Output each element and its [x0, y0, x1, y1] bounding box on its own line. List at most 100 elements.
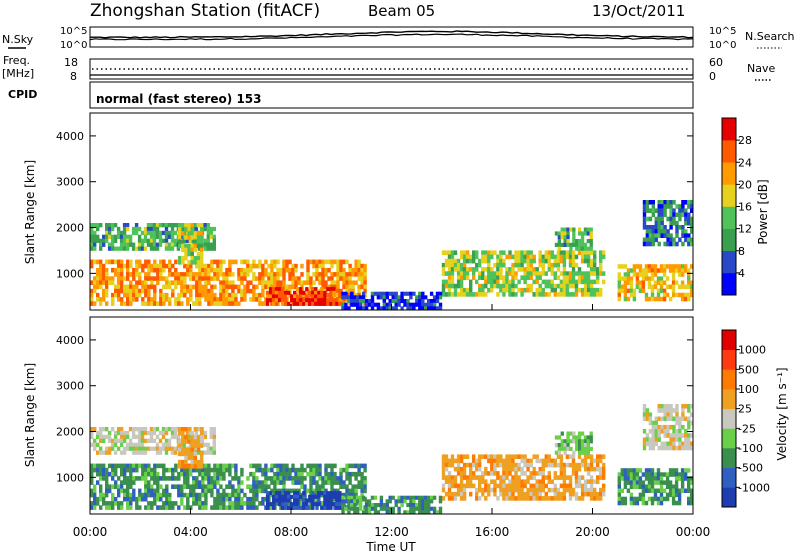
velocity-cell-0: [339, 484, 343, 489]
velocity-cell-3: [284, 498, 288, 503]
power-cell-1: [116, 226, 121, 232]
velocity-cell-8: [388, 506, 392, 511]
power-cell-5: [572, 227, 576, 232]
power-cell-0: [165, 263, 169, 269]
velocity-cell-4: [571, 471, 576, 476]
power-cell-0: [222, 272, 226, 277]
power-cell-0: [117, 292, 121, 298]
velocity-cell-6: [623, 472, 628, 477]
velocity-cell-6: [641, 500, 646, 506]
power-cell-4: [517, 250, 521, 255]
power-cell-7: [672, 208, 676, 213]
velocity-cell-7: [663, 445, 667, 451]
velocity-cell-4: [574, 475, 579, 480]
velocity-cell-8: [421, 510, 425, 515]
velocity-cell-5: [560, 439, 564, 444]
power-cell-4: [547, 292, 551, 297]
power-cell-0: [147, 276, 151, 281]
velocity-cell-4: [532, 475, 536, 480]
power-cell-0: [99, 272, 103, 277]
power-cell-1: [128, 234, 133, 239]
velocity-cell-0: [111, 496, 115, 502]
power-colorbar-segment-6: [722, 140, 736, 163]
power-cell-7: [690, 200, 694, 205]
velocity-cell-4: [502, 475, 506, 480]
velocity-cell-3: [305, 502, 309, 507]
velocity-cell-4: [586, 471, 591, 476]
power-cell-2: [187, 243, 191, 249]
velocity-cell-0: [363, 488, 367, 494]
velocity-cell-0: [309, 463, 313, 469]
velocity-cell-0: [114, 480, 118, 485]
velocity-cell-0: [156, 476, 160, 481]
velocity-cell-7: [675, 404, 679, 409]
velocity-cell-6: [671, 488, 676, 493]
power-cell-0: [324, 272, 328, 277]
velocity-cell-0: [153, 467, 157, 473]
power-cell-3: [271, 290, 276, 295]
velocity-cell-4: [556, 487, 561, 493]
power-cell-7: [651, 233, 655, 238]
velocity-cell-0: [228, 501, 232, 506]
power-cell-6: [623, 292, 628, 298]
power-cell-4: [565, 287, 570, 293]
velocity-cell-8: [415, 503, 419, 508]
power-cell-7: [672, 200, 676, 205]
velocity-cell-7: [642, 441, 647, 447]
power-cell-7: [660, 225, 664, 230]
power-cell-4: [550, 279, 554, 285]
velocity-cell-0: [144, 467, 148, 473]
velocity-cell-7: [669, 433, 673, 438]
velocity-cell-4: [469, 475, 473, 480]
velocity-cell-0: [294, 480, 298, 485]
power-cell-0: [111, 259, 115, 265]
power-cell-0: [153, 292, 157, 298]
velocity-cell-4: [547, 454, 551, 459]
velocity-cell-1: [99, 438, 103, 443]
power-cell-0: [210, 301, 214, 306]
power-cell-0: [183, 272, 187, 277]
velocity-cell-8: [382, 503, 386, 508]
velocity-cell-0: [165, 467, 169, 473]
power-cell-0: [213, 297, 217, 302]
power-cell-4: [514, 283, 518, 289]
velocity-cell-0: [228, 492, 232, 498]
power-cell-4: [523, 254, 527, 260]
velocity-cell-0: [339, 467, 343, 473]
velocity-cell-0: [153, 471, 157, 477]
power-cell-0: [207, 301, 211, 306]
power-cell-0: [150, 284, 154, 290]
velocity-cell-7: [678, 441, 682, 447]
power-cell-0: [123, 263, 127, 269]
velocity-cell-0: [342, 492, 346, 498]
velocity-cell-8: [418, 506, 422, 511]
power-cell-1: [105, 230, 109, 236]
velocity-cell-4: [456, 458, 461, 464]
power-cell-0: [282, 272, 286, 277]
velocity-cell-0: [345, 467, 349, 473]
velocity-cell-1: [128, 442, 133, 447]
velocity-cell-0: [252, 484, 256, 489]
power-cell-1: [99, 242, 103, 247]
power-cell-0: [204, 272, 208, 277]
power-cell-4: [475, 292, 479, 297]
velocity-cell-8: [415, 495, 419, 500]
velocity-cell-4: [441, 483, 446, 489]
power-cell-4: [589, 271, 594, 276]
velocity-cell-0: [327, 476, 331, 481]
velocity-cell-1: [122, 434, 127, 440]
power-cell-3: [320, 287, 324, 292]
power-cell-0: [102, 272, 106, 277]
power-cell-0: [225, 288, 229, 294]
velocity-cell-0: [333, 476, 337, 481]
power-cell-0: [348, 288, 352, 294]
velocity-cell-0: [138, 476, 142, 481]
velocity-cell-4: [441, 475, 446, 480]
power-cell-6: [635, 272, 640, 277]
power-cell-8: [403, 299, 407, 304]
power-cell-6: [620, 288, 624, 294]
power-cell-7: [669, 241, 673, 247]
power-cell-6: [656, 296, 661, 302]
power-cell-7: [651, 241, 655, 247]
power-cell-0: [240, 272, 244, 277]
